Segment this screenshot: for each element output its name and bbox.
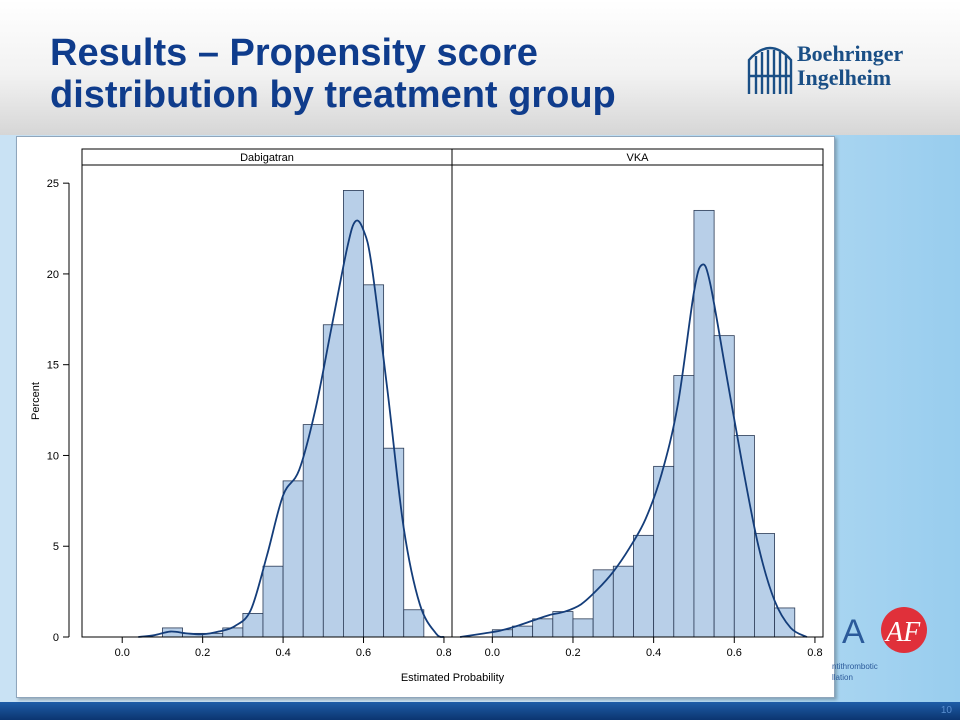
x-tick-label: 0.4 [275,647,290,659]
footer-bar [0,702,960,720]
x-tick-label: 0.4 [646,647,661,659]
slide-header: Results – Propensity score distribution … [0,0,960,135]
af-logo-caption-line1: ntithrombotic [832,662,878,671]
histogram-bar [343,190,364,638]
panel-strip-label: Dabigatran [240,152,294,164]
histogram-bar [322,324,344,638]
histogram-bar [262,565,284,638]
x-tick-label: 0.0 [115,647,130,659]
logo-text-line2: Ingelheim [797,65,892,90]
y-tick-label: 20 [47,269,59,281]
histogram-bar [754,533,776,638]
boehringer-ingelheim-logo: Boehringer Ingelheim [745,42,935,97]
histogram-bar [403,609,425,638]
y-tick-label: 10 [47,450,59,462]
x-tick-label: 0.8 [436,647,451,659]
histogram-bar [552,611,574,638]
x-tick-label: 0.0 [485,647,500,659]
y-tick-label: 0 [53,632,59,644]
y-tick-label: 25 [47,178,59,190]
density-curve [138,219,445,638]
x-tick-label: 0.2 [565,647,580,659]
slide-title: Results – Propensity score distribution … [50,32,616,116]
y-tick-label: 15 [47,360,59,372]
histogram-bar [612,565,634,638]
logo-text-line1: Boehringer [797,41,904,66]
af-logo-letters: AF [884,617,921,648]
y-tick-label: 5 [53,541,59,553]
panel-vka: VKA 0.0 0.2 0.4 0.6 0.8 [451,148,824,659]
panel-dabigatran: Dabigatran 0.0 0.2 0.4 0.6 0.8 [81,148,453,659]
af-logo-circle [881,607,927,653]
x-axis-label: Estimated Probability [401,672,505,684]
af-program-logo: A AF [842,607,927,653]
density-curve [459,263,808,638]
x-tick-label: 0.8 [807,647,822,659]
histogram-bar [633,534,655,638]
panel-strip-label: VKA [626,152,649,164]
x-tick-label: 0.6 [727,647,742,659]
x-tick-label: 0.2 [195,647,210,659]
histogram-bar [302,424,324,638]
histogram-bar [592,569,614,638]
histogram-bar [774,607,796,638]
page-number: 10 [940,705,952,716]
histogram-bar [572,618,594,638]
af-logo-caption-line2: llation [832,673,853,682]
histogram-bar [383,447,405,638]
histogram-bar [282,480,304,638]
af-logo-letter-a: A [842,613,865,651]
histogram-bar [532,618,554,638]
y-axis-label: Percent [30,382,42,420]
histogram-bar [512,625,534,638]
histogram-bar [713,335,735,638]
propensity-histogram-chart: 0 5 10 15 20 25 Percent Dabigatran 0.0 0.2 0.4 0.6 0… [30,148,824,684]
chart-panel: 0 5 10 15 20 25 Percent Dabigatran 0.0 0.2 0.4 0.6 0… [16,136,835,698]
histogram-bar [733,435,755,638]
x-tick-label: 0.6 [356,647,371,659]
boehringer-building-icon [747,46,793,94]
logo-text: Boehringer Ingelheim [797,42,937,90]
